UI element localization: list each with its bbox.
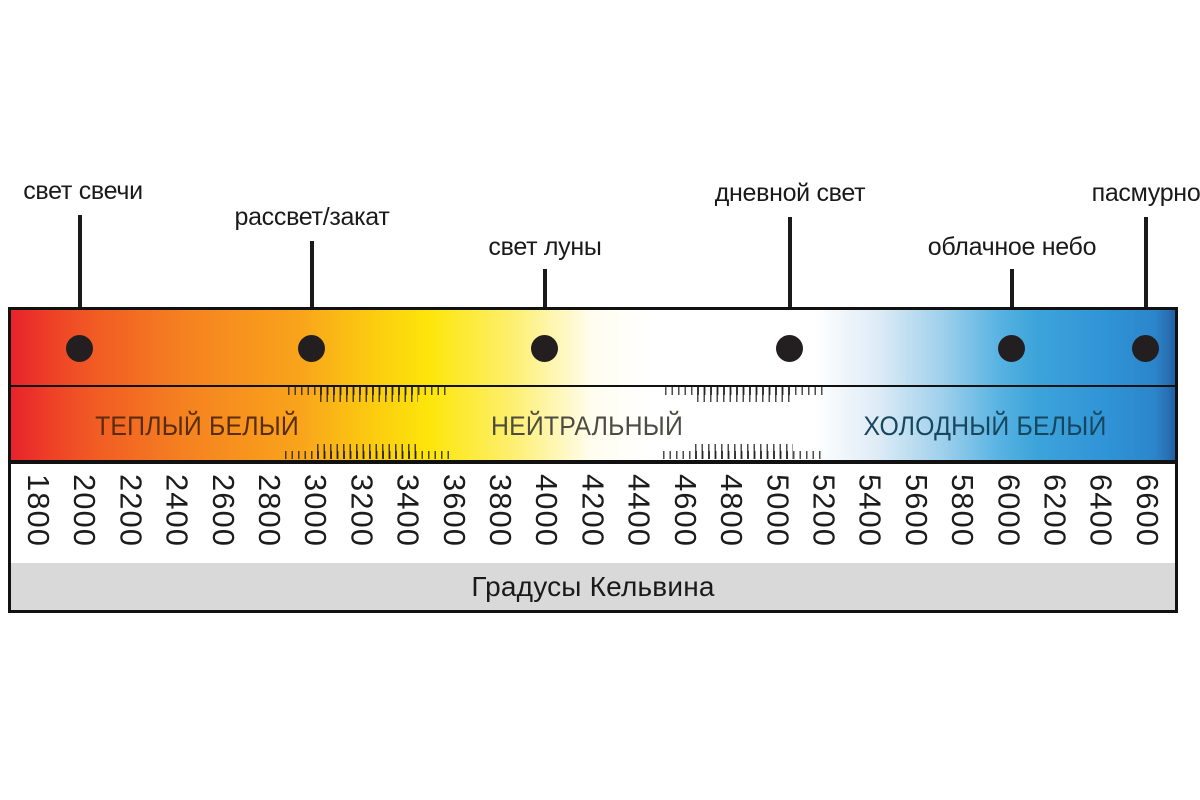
axis-title: Градусы Кельвина: [471, 570, 715, 602]
kelvin-tick-label: 5000: [760, 474, 796, 547]
callout-line-dawn-sunset: [310, 241, 314, 348]
marker-dot-candle-light: [66, 335, 93, 362]
kelvin-tick-label: 5600: [898, 474, 934, 547]
kelvin-tick-label: 3200: [344, 474, 380, 547]
callout-line-candle-light: [78, 215, 82, 348]
kelvin-tick-label: 4600: [667, 474, 703, 547]
kelvin-tick-label: 2200: [113, 474, 149, 547]
transition-ticks-warm-neutral-bottom: [317, 444, 417, 459]
kelvin-tick-labels-row: 1800 2000 2200 2400 2600 2800 3000 3200 3400 3600…: [11, 464, 1175, 563]
kelvin-tick-label: 6000: [991, 474, 1027, 547]
kelvin-tick-label: 2400: [159, 474, 195, 547]
callout-label-cloudy-sky: облачное небо: [927, 233, 1097, 261]
kelvin-tick-label: 1800: [21, 474, 56, 547]
transition-ticks-neutral-cold-bottom: [695, 444, 793, 459]
callout-label-dawn-sunset: рассвет/закат: [234, 203, 390, 231]
kelvin-tick-label: 5800: [945, 474, 981, 547]
callout-label-candle-light: свет свечи: [23, 177, 143, 205]
callout-label-moonlight: свет луны: [488, 233, 602, 261]
kelvin-tick-label: 2800: [252, 474, 288, 547]
kelvin-tick-label: 5400: [852, 474, 888, 547]
kelvin-tick-label: 2600: [205, 474, 241, 547]
marker-dot-daylight: [776, 335, 803, 362]
kelvin-tick-label: 3800: [483, 474, 519, 547]
zone-label-cold-white: ХОЛОДНЫЙ БЕЛЫЙ: [863, 411, 1107, 441]
transition-ticks-warm-neutral-top: [320, 387, 418, 402]
kelvin-tick-label: 4800: [714, 474, 750, 547]
callout-label-daylight: дневной свет: [714, 179, 866, 207]
zone-label-neutral: НЕЙТРАЛЬНЫЙ: [491, 411, 683, 441]
callout-label-overcast: пасмурно: [1091, 179, 1200, 207]
band-divider-line: [11, 385, 1175, 387]
kelvin-tick-label: 6400: [1083, 474, 1119, 547]
marker-dot-cloudy-sky: [998, 335, 1025, 362]
kelvin-tick-label: 4400: [621, 474, 657, 547]
kelvin-tick-label: 4200: [575, 474, 611, 547]
kelvin-tick-label: 3600: [436, 474, 472, 547]
marker-dot-overcast: [1132, 335, 1159, 362]
kelvin-tick-label: 6600: [1129, 474, 1165, 547]
transition-ticks-neutral-cold-top: [697, 387, 793, 402]
zone-label-warm-white: ТЕПЛЫЙ БЕЛЫЙ: [95, 411, 299, 441]
kelvin-tick-label: 3000: [298, 474, 334, 547]
marker-dot-dawn-sunset: [298, 335, 325, 362]
kelvin-tick-label: 2000: [67, 474, 103, 547]
kelvin-tick-label: 5200: [806, 474, 842, 547]
callout-line-overcast: [1144, 217, 1148, 348]
axis-title-bar: Градусы Кельвина: [11, 563, 1175, 610]
kelvin-scale-block: ТЕПЛЫЙ БЕЛЫЙ НЕЙТРАЛЬНЫЙ ХОЛОДНЫЙ БЕЛЫЙ …: [8, 307, 1178, 613]
kelvin-tick-label: 3400: [390, 474, 426, 547]
callout-line-daylight: [788, 217, 792, 348]
kelvin-tick-label: 4000: [529, 474, 565, 547]
marker-dot-moonlight: [531, 335, 558, 362]
kelvin-tick-label: 6200: [1037, 474, 1073, 547]
color-temperature-gradient-bar: ТЕПЛЫЙ БЕЛЫЙ НЕЙТРАЛЬНЫЙ ХОЛОДНЫЙ БЕЛЫЙ: [11, 310, 1175, 464]
